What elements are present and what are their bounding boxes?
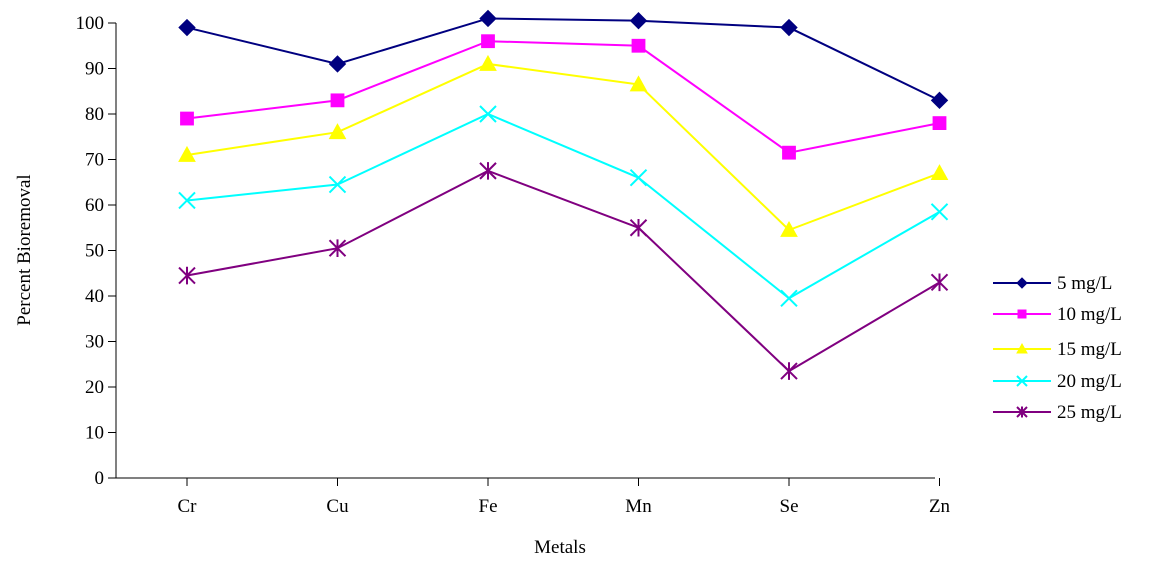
data-point: [479, 54, 497, 71]
legend-label: 10 mg/L: [1057, 304, 1122, 325]
data-point: [180, 111, 194, 126]
data-point: [930, 91, 949, 110]
x-tick-label: Mn: [625, 496, 652, 517]
data-point: [1016, 375, 1028, 387]
data-point: [178, 191, 196, 210]
data-point: [930, 273, 949, 292]
x-axis: Cr Cu Fe Mn Se Zn: [108, 477, 951, 517]
data-point: [782, 145, 796, 160]
y-tick-label: 30: [85, 332, 104, 353]
series-line: [186, 40, 940, 154]
x-tick-label: Cu: [326, 496, 349, 517]
data-point: [328, 175, 347, 194]
legend-label: 25 mg/L: [1057, 402, 1122, 423]
data-point: [780, 220, 798, 237]
legend: 5 mg/L 10 mg/L 15 mg/L 20 mg/L 25 mg/L: [993, 273, 1122, 423]
legend-item: 20 mg/L: [993, 371, 1122, 392]
y-tick-label: 100: [76, 13, 105, 34]
data-point: [1016, 342, 1028, 354]
data-point: [479, 9, 497, 28]
y-axis: 0 10 20 30 40 50 60 70 80 90 100: [76, 13, 117, 489]
data-point: [629, 12, 648, 30]
series-line: [186, 169, 941, 373]
y-tick-label: 10: [85, 423, 104, 444]
y-tick-label: 90: [85, 59, 104, 80]
data-point: [479, 105, 497, 123]
data-point: [328, 123, 347, 140]
series-1: [178, 9, 949, 110]
y-tick-label: 80: [85, 104, 104, 125]
legend-item: 10 mg/L: [993, 304, 1122, 325]
data-point: [631, 38, 646, 53]
x-tick-label: Zn: [929, 496, 951, 517]
x-tick-label: Cr: [178, 496, 198, 517]
legend-label: 15 mg/L: [1057, 339, 1122, 360]
data-point: [328, 239, 347, 258]
data-point: [930, 203, 949, 221]
data-point: [178, 145, 196, 162]
data-point: [178, 18, 196, 37]
data-point: [1017, 309, 1027, 319]
data-point: [330, 93, 345, 108]
x-axis-title: Metals: [534, 537, 586, 558]
legend-label: 20 mg/L: [1057, 371, 1122, 392]
series-5: [178, 162, 949, 380]
series-4: [178, 105, 949, 307]
series-line: [186, 62, 940, 232]
data-point: [932, 116, 947, 130]
y-tick-label: 40: [85, 286, 104, 307]
y-tick-label: 50: [85, 241, 104, 262]
x-tick-label: Se: [780, 496, 799, 517]
legend-item: 25 mg/L: [993, 402, 1122, 423]
y-tick-label: 20: [85, 377, 104, 398]
series-layer: [178, 9, 949, 380]
data-point: [328, 55, 347, 73]
data-point: [629, 168, 648, 187]
y-tick-label: 0: [95, 468, 105, 489]
data-point: [780, 289, 798, 307]
legend-item: 5 mg/L: [993, 273, 1112, 294]
legend-label: 5 mg/L: [1057, 273, 1112, 294]
series-line: [186, 17, 940, 102]
series-3: [178, 54, 949, 237]
data-point: [930, 164, 949, 181]
data-point: [629, 75, 648, 92]
y-tick-label: 60: [85, 195, 104, 216]
data-point: [479, 162, 497, 180]
series-2: [180, 34, 947, 160]
data-point: [629, 218, 648, 237]
data-point: [178, 266, 196, 285]
data-point: [780, 362, 798, 380]
data-point: [780, 18, 798, 37]
data-point: [481, 34, 495, 49]
data-point: [1016, 406, 1028, 418]
y-axis-title: Percent Bioremoval: [14, 174, 35, 325]
series-line: [186, 112, 940, 300]
y-tick-label: 70: [85, 150, 104, 171]
data-point: [1016, 277, 1028, 289]
x-tick-label: Fe: [479, 496, 498, 517]
legend-item: 15 mg/L: [993, 339, 1122, 360]
